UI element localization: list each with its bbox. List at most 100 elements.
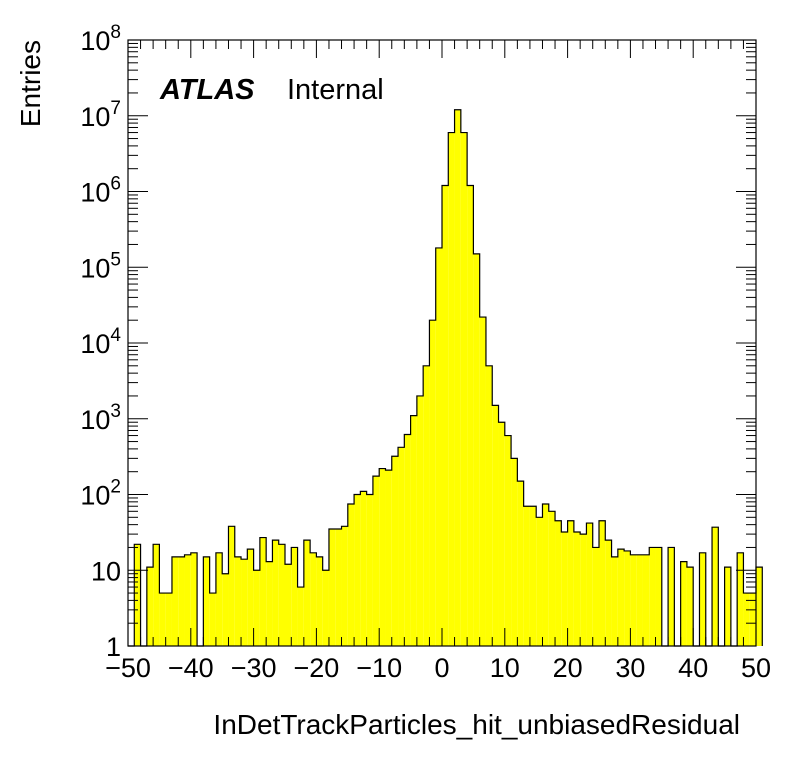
histogram-bar: [241, 559, 248, 646]
histogram-bar: [354, 494, 361, 646]
x-tick-label: −30: [231, 653, 277, 683]
histogram-bar: [555, 520, 562, 646]
histogram-bar: [460, 132, 468, 646]
histogram-bar: [686, 567, 694, 646]
y-axis-label: Entries: [15, 40, 46, 127]
histogram-bar: [228, 526, 235, 646]
histogram-bar: [435, 247, 442, 647]
histogram-bar: [341, 526, 348, 646]
histogram-bar: [366, 494, 373, 646]
histogram-bar: [253, 570, 260, 646]
x-tick-label: 40: [678, 653, 708, 683]
y-tick-label: 108: [80, 22, 121, 56]
histogram-bar: [146, 567, 154, 646]
histogram-bar: [624, 550, 631, 646]
histogram-bar: [724, 567, 731, 646]
histogram-bar: [479, 317, 486, 646]
bars-layer: [128, 109, 763, 647]
y-tick-label: 104: [80, 325, 121, 359]
histogram-bar: [668, 547, 675, 646]
histogram-bar: [630, 554, 637, 646]
x-tick-label: −40: [168, 653, 214, 683]
x-tick-label: −20: [293, 653, 339, 683]
histogram-bar: [203, 556, 210, 646]
histogram-bar: [699, 552, 706, 646]
histogram-bar: [322, 570, 329, 646]
histogram-bar: [266, 561, 273, 646]
histogram-bar: [190, 552, 198, 646]
atlas-label: ATLAS: [159, 74, 255, 106]
histogram-bar: [303, 540, 311, 646]
histogram-bar: [410, 415, 417, 646]
histogram-bar: [184, 554, 191, 646]
histogram-bar: [485, 365, 493, 646]
histogram-bar: [215, 552, 223, 646]
histogram-bar: [429, 320, 436, 646]
histogram-bar: [209, 593, 216, 646]
histogram-bar: [473, 253, 480, 647]
histogram-bar: [385, 470, 392, 646]
histogram-bar: [391, 456, 399, 646]
histogram-bar: [272, 540, 279, 646]
histogram-bar: [642, 554, 650, 646]
histogram-bar: [259, 537, 267, 646]
tick-labels-layer: −50 −40 −30 −20 −10 0 10 20 30 40 50 1 10 102 103 104 10…: [80, 22, 771, 683]
histogram-bar: [222, 573, 229, 646]
histogram-bar: [636, 554, 643, 646]
histogram-bar: [310, 552, 317, 646]
histogram-bar: [756, 567, 763, 646]
histogram-bar: [599, 520, 606, 646]
y-tick-label: 107: [80, 98, 121, 132]
histogram-bar: [567, 520, 574, 646]
histogram-bar: [159, 593, 166, 646]
histogram-bar: [234, 556, 242, 646]
y-tick-label: 10: [91, 556, 121, 586]
y-tick-label: 105: [80, 249, 121, 283]
y-tick-label: 106: [80, 174, 121, 208]
histogram-bar: [347, 503, 355, 646]
histogram-bar: [467, 185, 474, 646]
histogram-bar: [523, 506, 530, 646]
x-tick-label: 10: [490, 653, 520, 683]
x-tick-label: 0: [434, 653, 449, 683]
histogram-bar: [592, 547, 599, 646]
histogram-bar: [328, 529, 336, 646]
histogram-bar: [573, 531, 581, 646]
x-tick-label: −50: [105, 653, 151, 683]
histogram-bar: [297, 587, 304, 646]
histogram-bar: [134, 544, 141, 646]
histogram-bar: [605, 540, 612, 646]
histogram-bar: [536, 517, 543, 646]
histogram-bar: [404, 434, 411, 646]
histogram-bar: [529, 506, 537, 646]
histogram-bar: [247, 549, 254, 646]
histogram-bar: [153, 544, 160, 646]
histogram-bar: [165, 593, 172, 646]
histogram-bar: [416, 395, 424, 646]
histogram-bar: [737, 552, 744, 646]
histogram-bar: [335, 529, 342, 646]
histogram-outline: [128, 109, 763, 647]
y-tick-label: 1: [106, 632, 121, 662]
histogram-bar: [423, 365, 430, 646]
y-tick-label: 103: [80, 401, 121, 435]
histogram-bar: [492, 405, 499, 646]
histogram-bar: [360, 491, 367, 646]
histogram-bar: [448, 132, 455, 646]
histogram-bar: [712, 527, 719, 646]
histogram-bar: [542, 503, 549, 646]
histogram-bar: [749, 593, 756, 646]
histogram-bar: [178, 556, 185, 646]
histogram-bar: [278, 544, 285, 646]
histogram-bar: [504, 435, 512, 646]
internal-label: Internal: [287, 74, 384, 106]
x-axis-label: InDetTrackParticles_hit_unbiasedResidual: [213, 709, 740, 740]
histogram-bar: [655, 547, 662, 646]
x-tick-label: −10: [356, 653, 402, 683]
histogram-bar: [517, 481, 524, 646]
x-tick-label: 20: [553, 653, 583, 683]
histogram-bar: [372, 476, 380, 646]
histogram-bar: [171, 556, 179, 646]
ticks-layer: [127, 39, 757, 647]
